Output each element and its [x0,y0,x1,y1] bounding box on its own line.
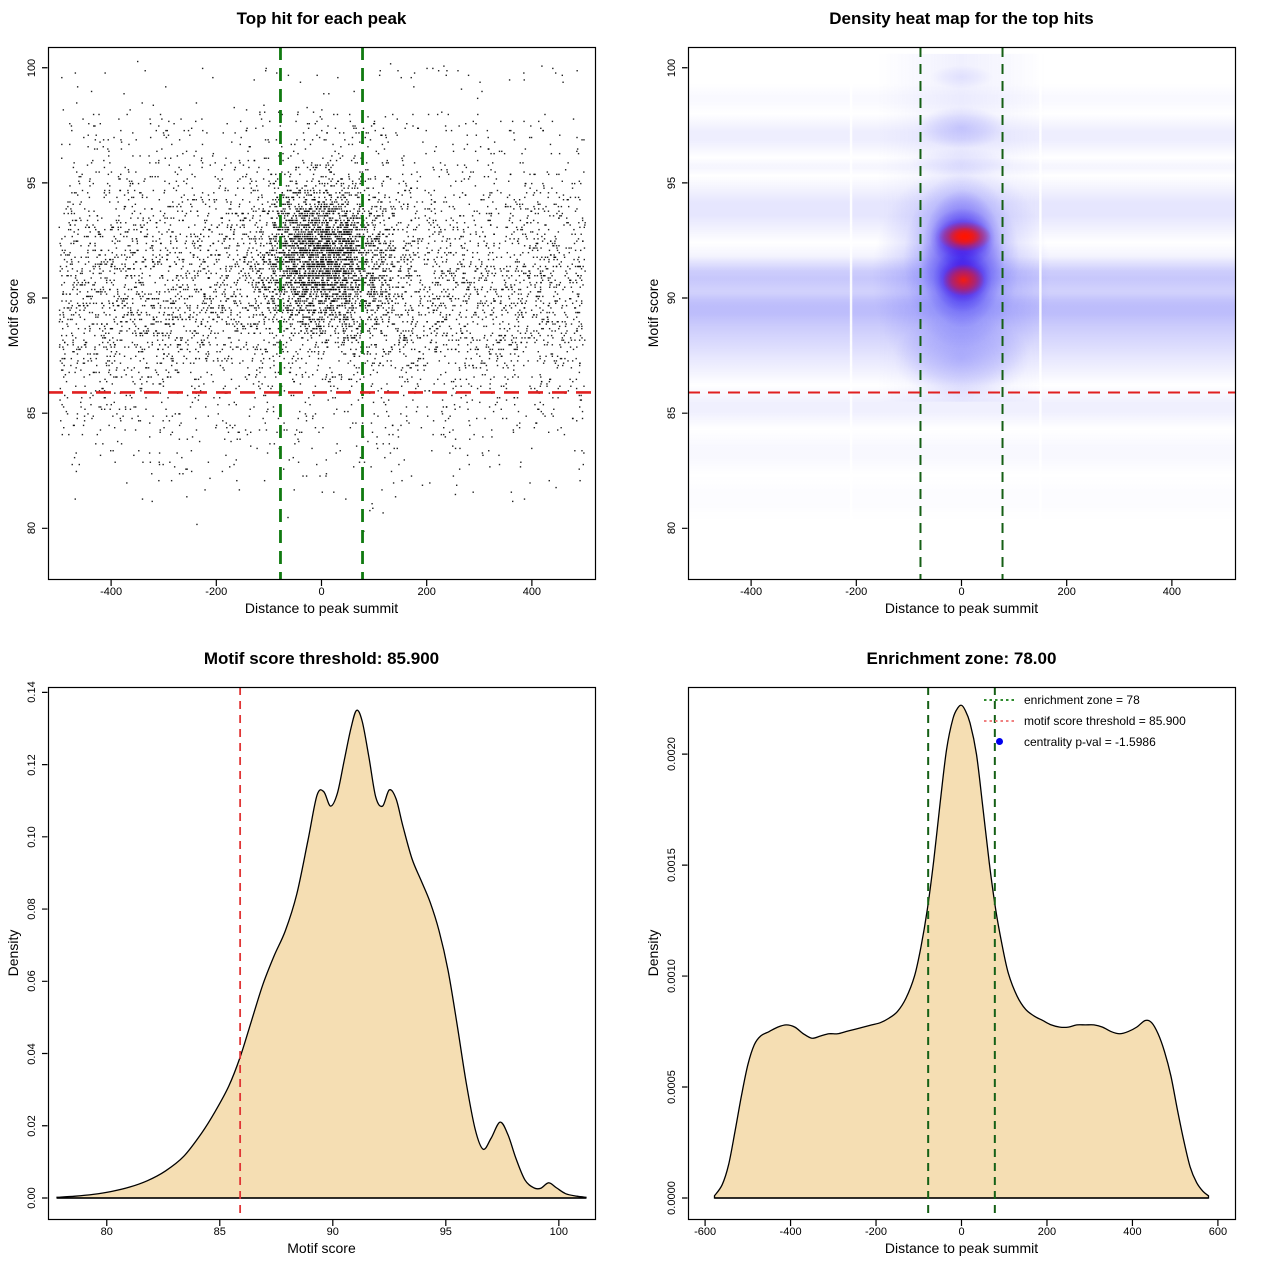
x-tick-label: 0 [318,586,325,598]
x-tick-label: -200 [845,586,868,598]
x-tick-label: -200 [865,1226,888,1238]
heatmap-canvas [640,0,1280,640]
x-tick-label: -400 [740,586,763,598]
chart-title: Top hit for each peak [236,9,407,28]
legend-item-motif-threshold: motif score threshold = 85.900 [984,710,1186,731]
y-tick-label: 0.0010 [666,959,678,993]
x-tick-label: -400 [100,586,123,598]
x-tick-label: 600 [1208,1226,1228,1238]
y-tick-label: 0.10 [26,826,38,848]
y-tick-label: 0.0000 [666,1181,678,1215]
blue-dot-icon [995,738,1003,745]
x-tick-label: 200 [1057,586,1076,598]
y-tick-label: 85 [26,407,38,420]
y-axis-label: Density [5,929,21,977]
panel-top-hit-scatter: Top hit for each peak Distance to peak s… [0,0,640,640]
y-tick-label: 95 [666,176,678,189]
panel-motif-score-density: Motif score threshold: 85.900 Motif scor… [0,640,640,1280]
x-tick-label: 95 [439,1226,452,1238]
y-tick-label: 0.02 [26,1115,38,1137]
x-tick-label: 85 [213,1226,226,1238]
panel-density-heatmap: Density heat map for the top hits Distan… [640,0,1280,640]
y-tick-label: 0.00 [26,1187,38,1209]
red-dotted-line-icon [984,719,1014,722]
x-axis-label: Distance to peak summit [884,600,1039,616]
x-tick-label: 0 [958,586,965,598]
y-tick-label: 0.04 [26,1042,38,1065]
y-tick-label: 0.06 [26,970,38,993]
chart-title: Motif score threshold: 85.900 [203,649,440,668]
x-tick-label: -400 [779,1226,802,1238]
panel-summit-distance-density: Enrichment zone: 78.00 Distance to peak … [640,640,1280,1280]
x-tick-label: -600 [694,1226,717,1238]
x-tick-label: 0 [958,1226,965,1238]
chart-title: Density heat map for the top hits [829,9,1094,28]
y-tick-label: 0.08 [26,898,38,920]
legend-label: centrality p-val = -1.5986 [1024,734,1156,749]
legend: enrichment zone = 78 motif score thresho… [984,689,1186,752]
y-tick-label: 0.0015 [666,848,678,882]
y-tick-label: 95 [26,176,38,189]
x-tick-label: 200 [417,586,436,598]
legend-label: motif score threshold = 85.900 [1024,713,1186,728]
x-axis-label: Distance to peak summit [884,1240,1039,1256]
x-tick-label: 90 [326,1226,339,1238]
y-tick-label: 80 [26,522,38,535]
legend-item-centrality-pval: centrality p-val = -1.5986 [984,731,1186,752]
motif-density-canvas [0,640,640,1280]
y-tick-label: 0.0020 [666,737,678,771]
y-tick-label: 100 [26,58,38,77]
y-tick-label: 80 [666,522,678,535]
y-tick-label: 100 [666,58,678,77]
distance-density-canvas [640,640,1280,1280]
x-tick-label: 400 [522,586,542,598]
y-tick-label: 85 [666,407,678,420]
y-tick-label: 90 [26,291,38,305]
y-tick-label: 90 [666,291,678,305]
x-axis-label: Motif score [287,1240,356,1256]
x-tick-label: 400 [1162,586,1182,598]
legend-label: enrichment zone = 78 [1024,692,1140,707]
x-tick-label: -200 [205,586,228,598]
x-tick-label: 100 [549,1226,569,1238]
y-axis-label: Motif score [5,278,21,348]
y-tick-label: 0.0005 [666,1070,678,1104]
scatter-canvas [0,0,640,640]
green-dotted-line-icon [984,698,1014,701]
x-tick-label: 200 [1037,1226,1057,1238]
chart-title: Enrichment zone: 78.00 [866,649,1057,668]
y-tick-label: 0.14 [26,681,38,704]
x-axis-label: Distance to peak summit [244,600,399,616]
y-axis-label: Density [645,929,661,977]
x-tick-label: 80 [100,1226,113,1238]
x-tick-label: 400 [1123,1226,1142,1238]
y-axis-label: Motif score [645,278,661,348]
legend-item-enrichment-zone: enrichment zone = 78 [984,689,1186,710]
y-tick-label: 0.12 [26,753,38,776]
